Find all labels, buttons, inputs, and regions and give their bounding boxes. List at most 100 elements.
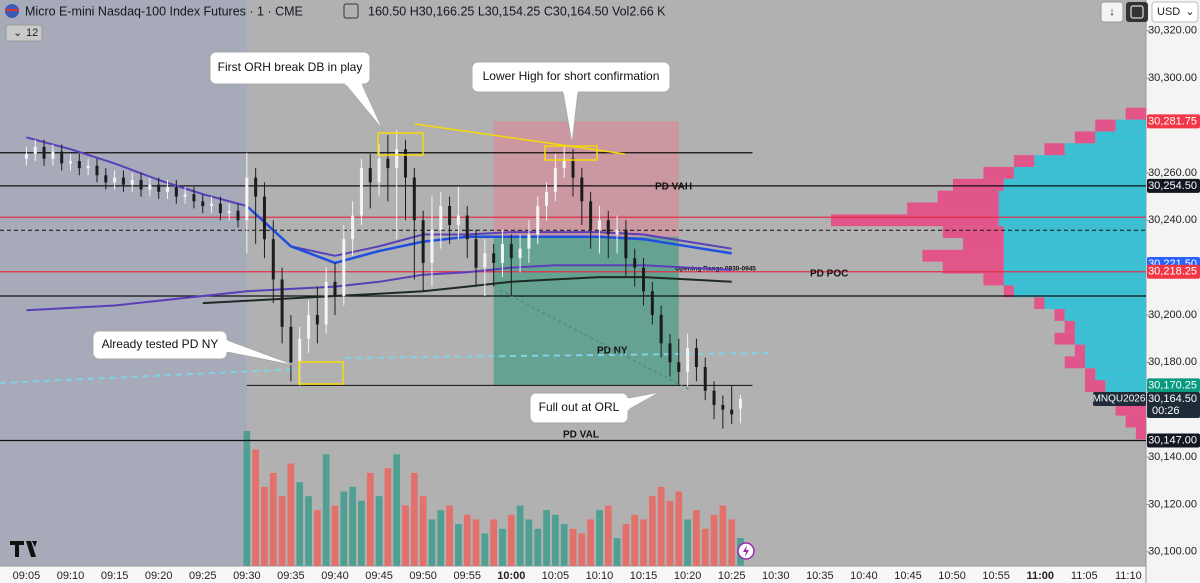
candle-body (589, 201, 593, 230)
volume-bar (648, 496, 656, 566)
volume-bar (296, 482, 304, 566)
visibility-toggle[interactable] (343, 3, 359, 19)
volume-bar (552, 514, 559, 566)
price-tag-label: 30,281.75 (1148, 115, 1197, 127)
volume-bar (710, 514, 718, 566)
volume-bar (675, 491, 683, 566)
candle-body (174, 187, 178, 197)
volume-bar (481, 533, 489, 566)
profile-down (1064, 320, 1075, 333)
profile-up (998, 190, 1146, 203)
price-tag-label: 30,218.25 (1148, 266, 1197, 278)
volume-bar (613, 538, 621, 566)
profile-down (1125, 107, 1146, 120)
candle-body (157, 184, 161, 192)
candle-body (165, 187, 169, 192)
volume-bar (446, 505, 453, 566)
last-price-tag (1147, 392, 1200, 419)
x-tick-label: 09:25 (189, 570, 217, 582)
candle-body (192, 194, 196, 202)
profile-down (937, 190, 999, 203)
price-tag (1147, 114, 1200, 129)
x-tick-label: 10:00 (497, 570, 525, 582)
profile-down (907, 202, 999, 215)
candle-body (121, 177, 125, 185)
volume-bar (278, 496, 286, 566)
profile-up (1003, 238, 1146, 250)
volume-bar (402, 505, 409, 566)
volume-bar (410, 472, 418, 566)
callout-text: First ORH break DB in play (218, 60, 363, 74)
candle-body (650, 291, 654, 315)
volume-bar (596, 510, 603, 566)
volume-bar (631, 514, 639, 566)
candle-body (368, 168, 372, 183)
volume-bar (287, 463, 295, 566)
profile-up (1115, 119, 1146, 132)
profile-down (1013, 155, 1035, 167)
volume-bar (560, 524, 568, 566)
candle-body (51, 151, 55, 159)
volume-bar (719, 505, 727, 566)
annotation-layer: First ORH break DB in play Lower High for… (92, 51, 671, 424)
x-tick-label: 11:05 (1071, 570, 1098, 582)
candle-body (148, 184, 152, 190)
profile-up (1095, 368, 1146, 381)
volume-bar (499, 528, 506, 566)
indicator-count: 12 (26, 27, 38, 39)
candle-body (24, 153, 28, 159)
profile-up (1074, 332, 1146, 345)
x-tick-label: 09:40 (321, 570, 349, 582)
volume-bar (604, 505, 612, 566)
projection-line (344, 352, 771, 359)
volume-bar (437, 510, 445, 566)
volume-bar (587, 519, 594, 566)
symbol-tag (1093, 392, 1146, 407)
candle-body (465, 215, 469, 240)
profile-up (1013, 285, 1146, 298)
profile-down (1135, 427, 1146, 440)
volume-bar (419, 496, 427, 566)
candle-body (95, 165, 99, 176)
x-tick-label: 10:40 (850, 570, 878, 582)
candle-body (201, 201, 205, 207)
indicator-toggle[interactable] (5, 24, 43, 42)
volume-bar (375, 496, 383, 566)
volume-bar (366, 472, 374, 566)
candle-layer (24, 130, 742, 429)
candle-body (492, 253, 496, 263)
candle-body (456, 215, 460, 225)
callout-box (209, 51, 371, 85)
candle-body (730, 409, 734, 415)
volume-layer (243, 431, 744, 566)
candle-body (597, 220, 601, 230)
callout-text: Full out at ORL (539, 400, 620, 414)
fullscreen-button[interactable] (1126, 2, 1148, 22)
profile-up (1074, 320, 1146, 333)
volume-bar (314, 510, 321, 566)
candle-body (227, 210, 231, 214)
volume-bar (684, 519, 691, 566)
y-tick-label: 30,140.00 (1148, 451, 1197, 463)
candle-body (562, 158, 566, 169)
volume-bar (728, 519, 736, 566)
x-tick-label: 09:35 (277, 570, 305, 582)
volume-bar (269, 472, 277, 566)
candle-body (104, 175, 108, 183)
volume-bar (569, 528, 577, 566)
currency-select[interactable] (1151, 1, 1199, 23)
candle-body (298, 338, 302, 363)
scroll-button[interactable] (1100, 1, 1124, 23)
x-tick-label: 09:30 (233, 570, 261, 582)
candle-body (60, 151, 64, 164)
callout-text: Lower High for short confirmation (483, 69, 660, 83)
candle-body (712, 390, 716, 405)
profile-down (1115, 403, 1146, 416)
x-tick-label: 10:30 (762, 570, 790, 582)
profile-down (1085, 368, 1096, 381)
candle-body (77, 161, 81, 169)
volume-bar (384, 468, 392, 566)
chevron: ⌄ (13, 27, 22, 39)
candle-body (703, 367, 707, 391)
candle-body (509, 243, 513, 259)
